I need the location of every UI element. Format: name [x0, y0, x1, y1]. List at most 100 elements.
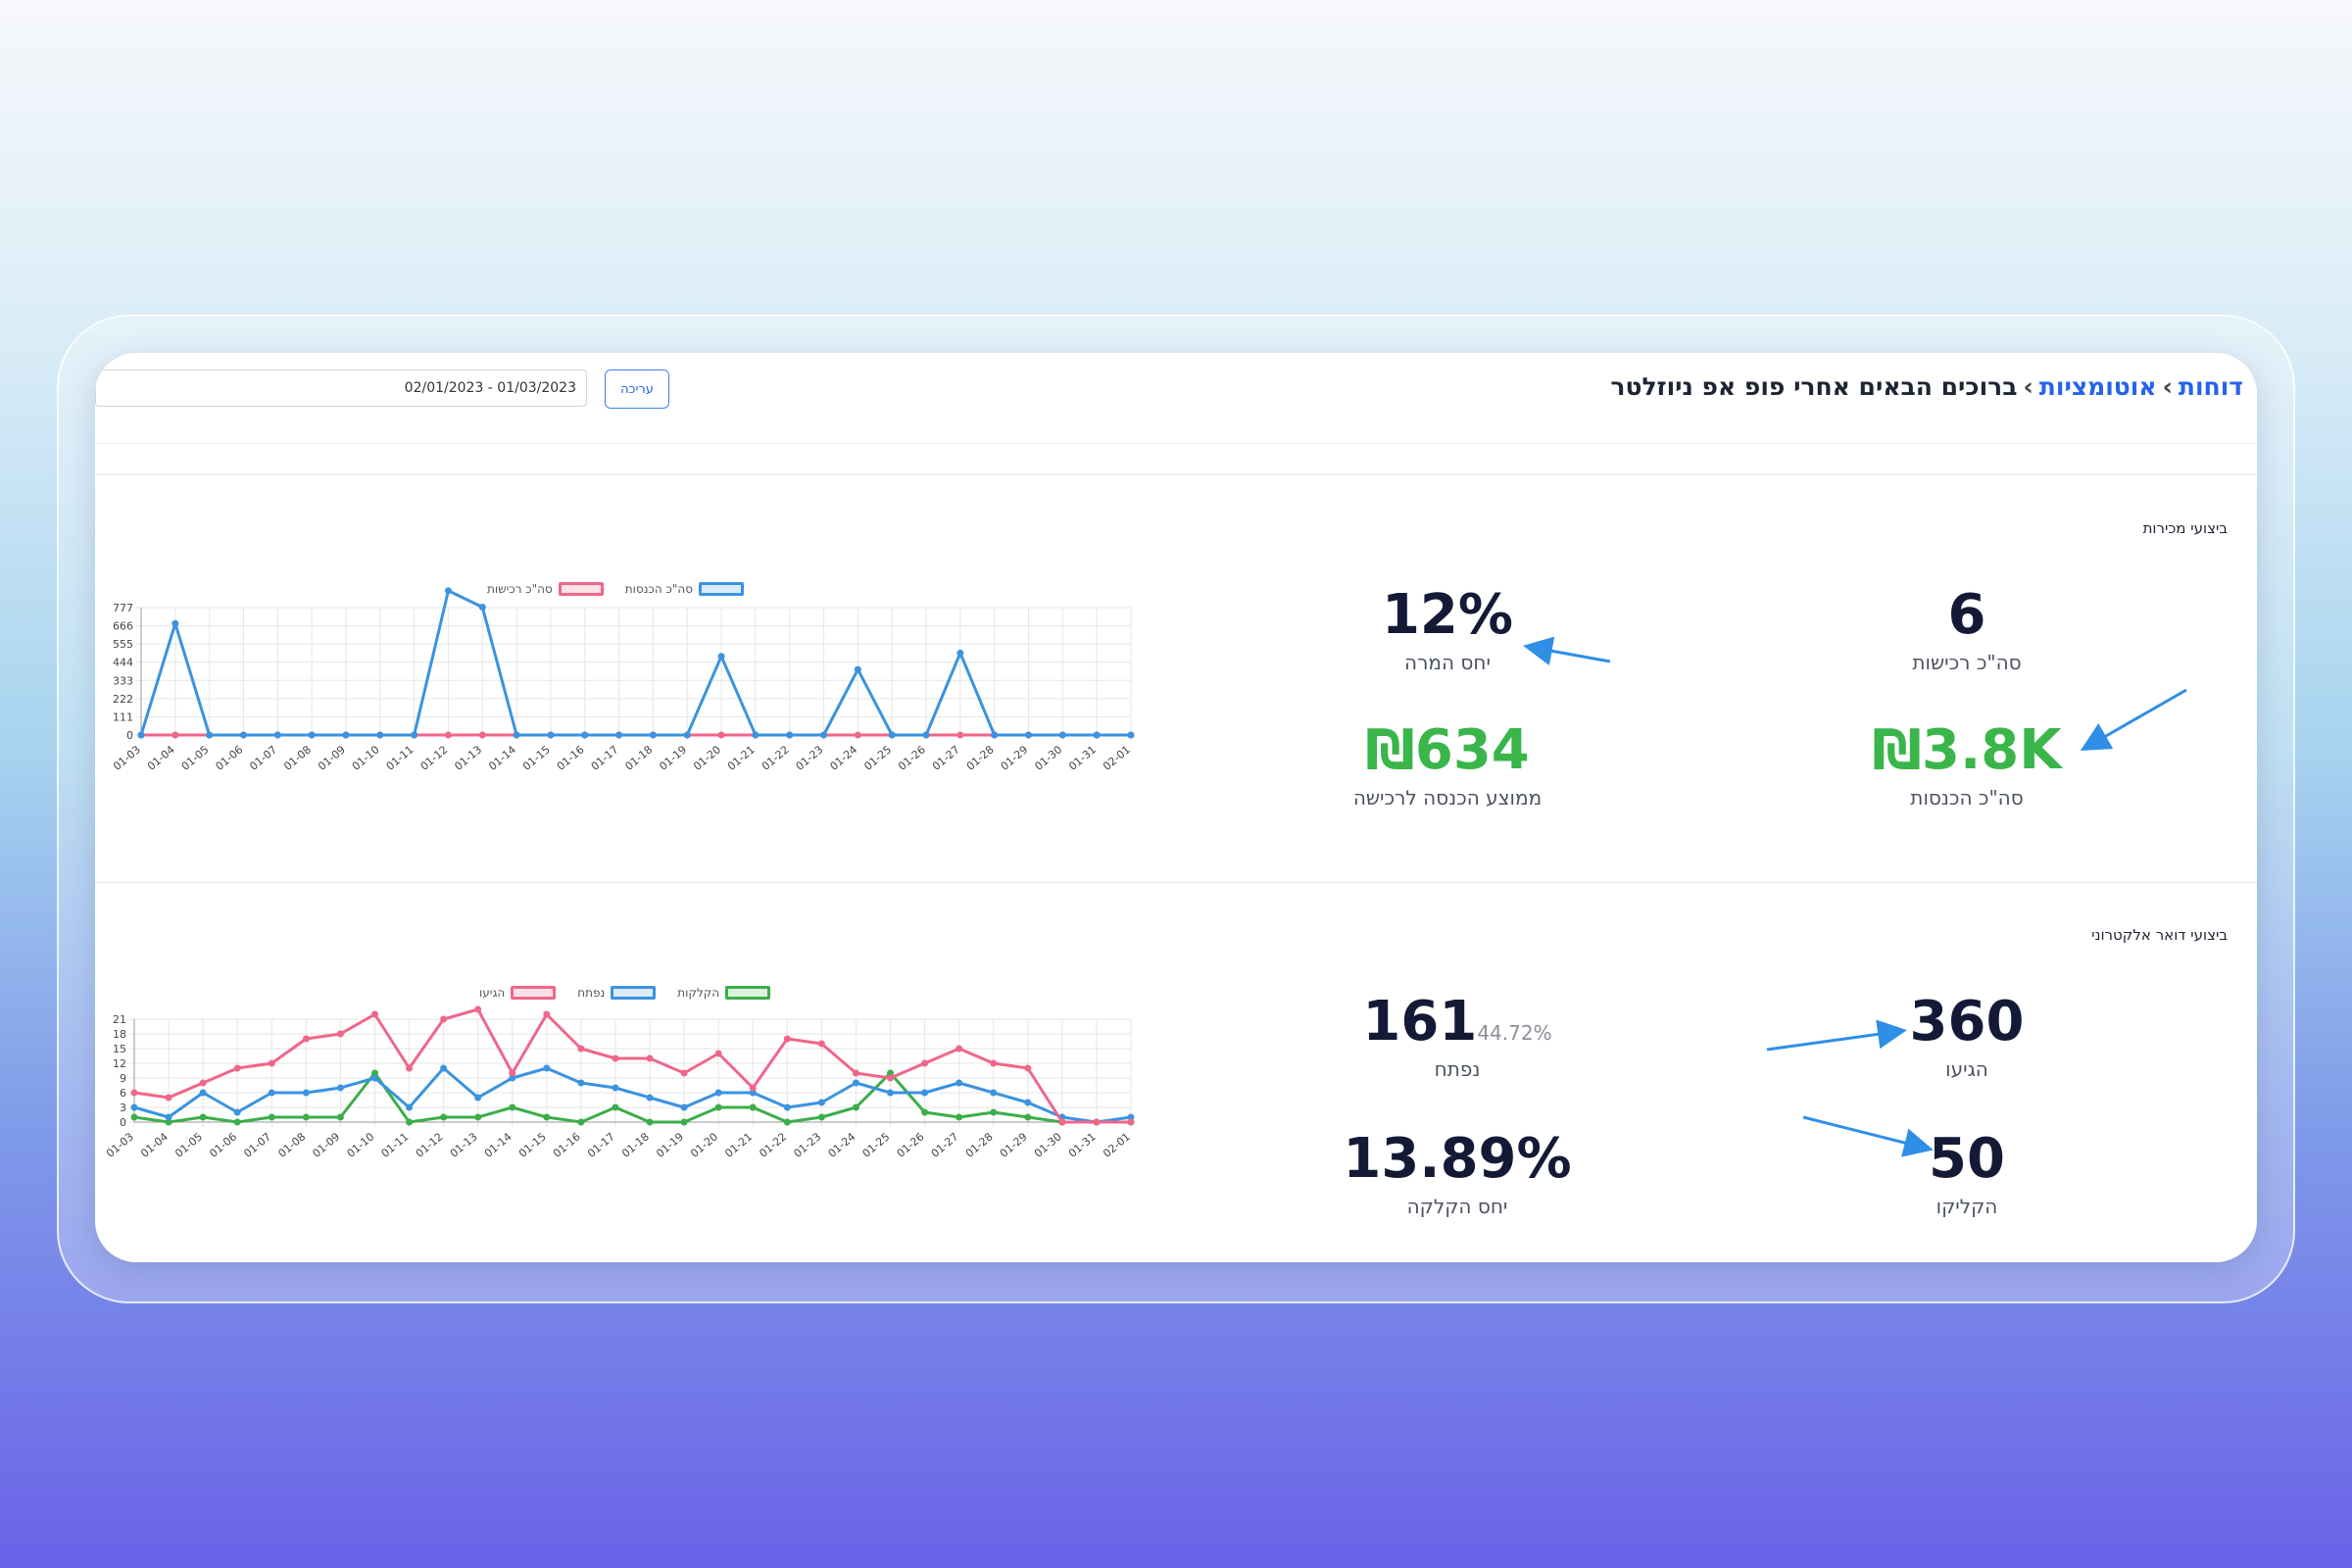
- data-point: [888, 731, 896, 739]
- breadcrumb-separator-icon: ›: [2162, 372, 2173, 401]
- data-point: [956, 1045, 963, 1053]
- x-tick-label: 01-06: [214, 743, 246, 773]
- y-tick-label: 666: [113, 620, 133, 633]
- kpi-value: ₪634: [1365, 718, 1530, 782]
- series-line: [133, 1066, 1132, 1124]
- data-point: [474, 1113, 482, 1121]
- x-tick-label: 02-01: [1101, 743, 1133, 773]
- x-tick-label: 01-27: [930, 743, 962, 773]
- legend-item[interactable]: הגיעו: [479, 986, 557, 1000]
- breadcrumb-automations-link[interactable]: אוטומציות: [2038, 372, 2157, 401]
- x-tick-label: 01-08: [281, 743, 314, 773]
- x-tick-label: 01-11: [379, 1130, 412, 1160]
- page-header: דוחות›אוטומציות›ברוכים הבאים אחרי פופ אפ…: [95, 353, 2257, 444]
- x-tick-label: 01-24: [827, 743, 859, 773]
- data-point: [444, 587, 452, 595]
- data-point: [612, 1103, 619, 1111]
- data-point: [991, 731, 999, 739]
- data-point: [172, 731, 179, 739]
- data-point: [165, 1094, 172, 1102]
- legend-item[interactable]: הקלקות: [677, 986, 771, 1000]
- kpi-value: ₪3.8K: [1872, 718, 2062, 782]
- data-point: [956, 1079, 963, 1087]
- x-tick-label: 01-03: [104, 1130, 136, 1160]
- kpi-value: 50: [1929, 1127, 2005, 1191]
- data-point: [406, 1118, 414, 1126]
- data-point: [717, 731, 725, 739]
- x-tick-label: 01-25: [860, 1130, 893, 1160]
- data-point: [165, 1113, 172, 1121]
- data-point: [612, 1054, 619, 1062]
- data-point: [440, 1015, 448, 1023]
- y-tick-label: 111: [113, 710, 133, 723]
- data-point: [411, 731, 418, 739]
- data-point: [749, 1084, 757, 1092]
- y-tick-label: 9: [120, 1072, 126, 1085]
- x-tick-label: 01-16: [551, 1130, 583, 1160]
- email-chart-legend: הקלקות נפתח הגיעו: [479, 986, 771, 1000]
- data-point: [749, 1089, 757, 1097]
- data-point: [406, 1103, 414, 1111]
- y-tick-label: 18: [113, 1028, 126, 1041]
- email-line-chart: 01-03 01-04 01-05 01-06 01-07 01-08 01-09 01-10…: [104, 1005, 1135, 1160]
- data-point: [612, 1084, 619, 1092]
- y-tick-label: 333: [113, 674, 133, 687]
- x-tick-label: 01-31: [1066, 1130, 1099, 1160]
- data-point: [680, 1069, 688, 1077]
- data-point: [783, 1035, 791, 1043]
- data-point: [749, 1103, 757, 1111]
- kpi-value-row: 16144.72%: [1330, 995, 1585, 1050]
- x-tick-label: 01-09: [316, 743, 348, 773]
- x-tick-label: 01-14: [486, 743, 518, 773]
- data-point: [239, 731, 247, 739]
- y-tick-label: 15: [113, 1043, 126, 1055]
- data-point: [1058, 731, 1066, 739]
- data-point: [956, 731, 964, 739]
- legend-item[interactable]: נפתח: [577, 986, 657, 1000]
- data-point: [543, 1010, 551, 1018]
- data-point: [268, 1059, 275, 1067]
- data-point: [302, 1035, 310, 1043]
- data-point: [273, 731, 281, 739]
- data-point: [714, 1050, 722, 1057]
- data-point: [615, 731, 623, 739]
- legend-swatch: [725, 986, 771, 1000]
- legend-swatch: [558, 582, 604, 596]
- breadcrumb-reports-link[interactable]: דוחות: [2178, 372, 2243, 401]
- kpi-label: הגיעו: [1945, 1057, 1988, 1081]
- x-tick-label: 01-15: [516, 1130, 549, 1160]
- data-point: [474, 1005, 482, 1013]
- y-tick-label: 12: [113, 1057, 126, 1070]
- data-point: [165, 1118, 172, 1126]
- y-tick-label: 444: [113, 657, 133, 669]
- data-point: [199, 1079, 207, 1087]
- data-point: [646, 1118, 654, 1126]
- x-tick-label: 01-30: [1032, 1130, 1064, 1160]
- legend-swatch: [611, 986, 657, 1000]
- legend-item[interactable]: סה"כ הכנסות: [624, 582, 745, 596]
- kpi-value: 13.89%: [1343, 1127, 1572, 1191]
- email-section-title: ביצועי דואר אלקטרוני: [2091, 926, 2228, 944]
- data-point: [680, 1118, 688, 1126]
- x-tick-label: 01-29: [999, 743, 1031, 773]
- x-tick-label: 01-09: [310, 1130, 342, 1160]
- data-point: [956, 649, 964, 657]
- kpi-label: נפתח: [1434, 1057, 1481, 1081]
- kpi-delivered: 360 הגיעו: [1859, 995, 2075, 1082]
- data-point: [921, 1108, 929, 1116]
- kpi-percentage: 44.72%: [1477, 1021, 1552, 1045]
- legend-item[interactable]: סה"כ רכישות: [487, 582, 604, 596]
- x-tick-label: 01-13: [452, 743, 484, 773]
- date-range-input[interactable]: 02/01/2023 - 01/03/2023: [95, 369, 587, 407]
- legend-label: סה"כ הכנסות: [624, 582, 694, 596]
- data-point: [370, 1069, 378, 1077]
- x-tick-label: 01-16: [555, 743, 587, 773]
- data-point: [783, 1118, 791, 1126]
- data-point: [581, 731, 589, 739]
- edit-button[interactable]: עריכה: [605, 369, 669, 409]
- data-point: [817, 1099, 825, 1106]
- data-point: [440, 1113, 448, 1121]
- data-point: [406, 1064, 414, 1072]
- data-point: [1025, 731, 1033, 739]
- data-point: [820, 731, 828, 739]
